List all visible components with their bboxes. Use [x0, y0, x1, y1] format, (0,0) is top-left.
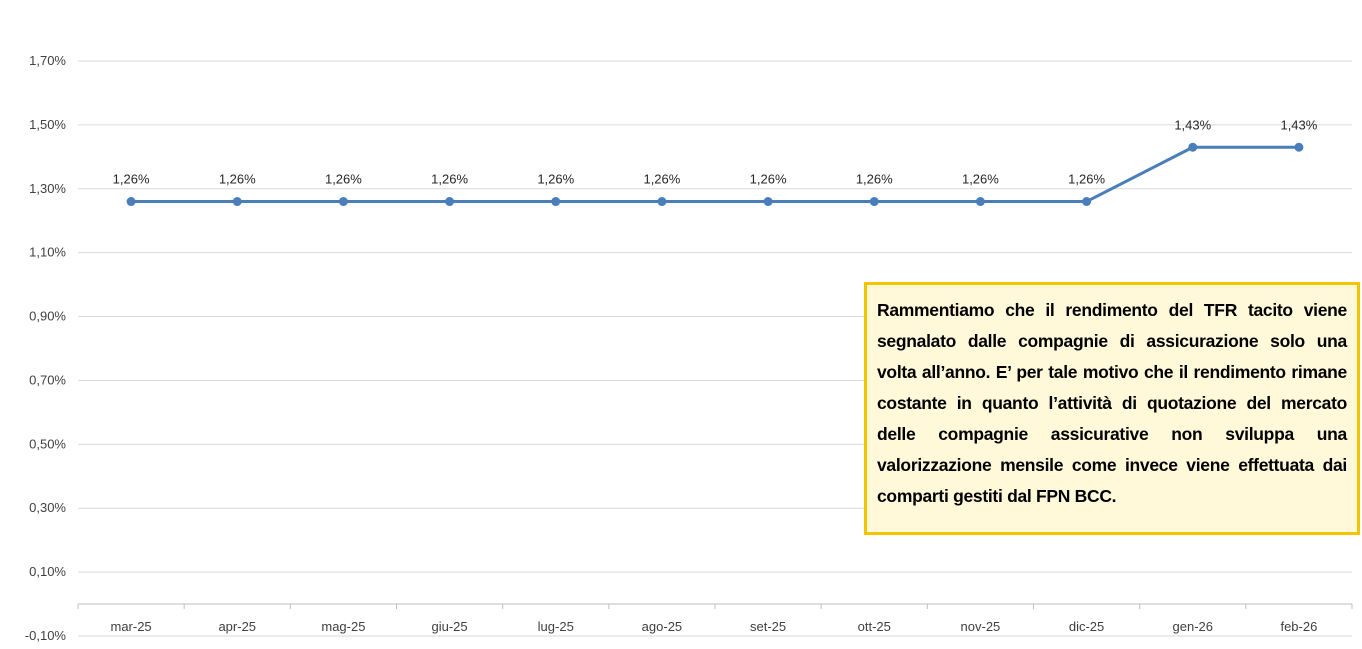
y-tick-label: 0,10%	[29, 564, 66, 579]
data-point	[445, 197, 455, 207]
data-point	[763, 197, 773, 207]
data-point	[657, 197, 667, 207]
data-label: 1,26%	[325, 172, 362, 187]
data-label: 1,26%	[1068, 172, 1105, 187]
y-tick-label: 0,50%	[29, 436, 66, 451]
x-tick-label: giu-25	[432, 619, 468, 634]
x-tick-label: mar-25	[110, 619, 151, 634]
x-tick-label: lug-25	[538, 619, 574, 634]
data-point	[551, 197, 561, 207]
data-labels: 1,26% 1,26% 1,26% 1,26% 1,26% 1,26% 1,26% 1,26%…	[113, 117, 1318, 186]
data-point	[1294, 142, 1304, 152]
y-axis: -0,10% 0,10% 0,30% 0,50% 0,70% 0,90% 1,10% 1,30…	[25, 53, 67, 643]
y-tick-label: 0,90%	[29, 309, 66, 324]
x-tick-label: ago-25	[642, 619, 682, 634]
data-label: 1,26%	[750, 172, 787, 187]
y-tick-label: 1,70%	[29, 53, 66, 68]
data-label: 1,26%	[962, 172, 999, 187]
data-point	[869, 197, 879, 207]
data-label: 1,43%	[1174, 117, 1211, 132]
y-tick-label: 0,70%	[29, 372, 66, 387]
data-label: 1,26%	[113, 172, 150, 187]
y-tick-label: 1,10%	[29, 245, 66, 260]
y-tick-label: 1,30%	[29, 181, 66, 196]
info-note-text: Rammentiamo che il rendimento del TFR ta…	[877, 300, 1347, 506]
x-axis: mar-25 apr-25 mag-25 giu-25 lug-25 ago-25 set-…	[77, 603, 1353, 634]
data-label: 1,26%	[537, 172, 574, 187]
y-tick-label: 1,50%	[29, 117, 66, 132]
data-label: 1,26%	[856, 172, 893, 187]
data-label: 1,26%	[219, 172, 256, 187]
y-tick-label: 0,30%	[29, 500, 66, 515]
x-tick-label: set-25	[750, 619, 786, 634]
x-tick-label: gen-26	[1173, 619, 1213, 634]
data-point	[1082, 197, 1092, 207]
x-tick-label: apr-25	[218, 619, 256, 634]
data-label: 1,43%	[1280, 117, 1317, 132]
info-note-box: Rammentiamo che il rendimento del TFR ta…	[864, 282, 1360, 535]
data-label: 1,26%	[643, 172, 680, 187]
x-tick-label: dic-25	[1069, 619, 1104, 634]
y-tick-label: -0,10%	[25, 628, 67, 643]
x-tick-label: feb-26	[1280, 619, 1317, 634]
data-point	[1188, 142, 1198, 152]
x-tick-label: ott-25	[858, 619, 891, 634]
x-tick-label: mag-25	[321, 619, 365, 634]
series-layer	[126, 142, 1304, 207]
data-label: 1,26%	[431, 172, 468, 187]
data-point	[338, 197, 348, 207]
data-point	[126, 197, 136, 207]
data-point	[232, 197, 242, 207]
series-line	[131, 145, 1299, 204]
x-tick-label: nov-25	[961, 619, 1001, 634]
data-point	[975, 197, 985, 207]
gridlines	[78, 60, 1352, 637]
